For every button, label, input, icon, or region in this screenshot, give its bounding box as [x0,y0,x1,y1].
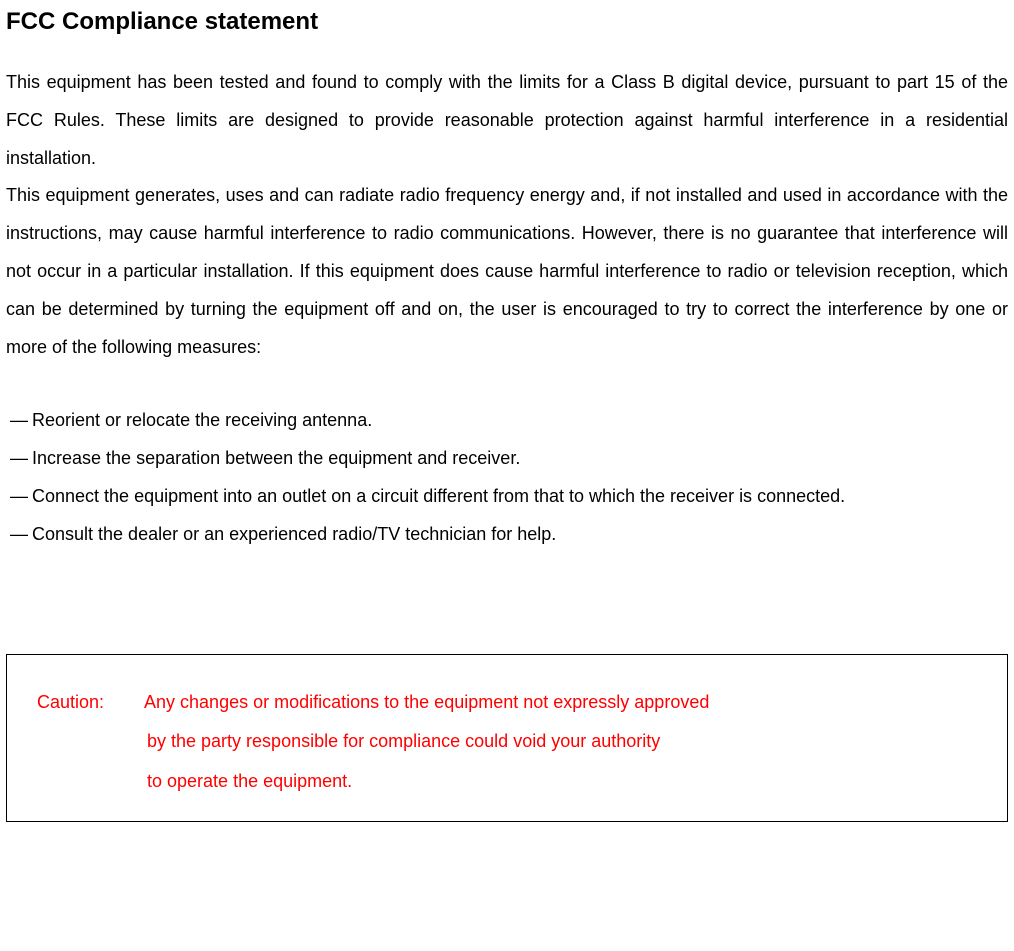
bullet-text: Connect the equipment into an outlet on … [32,486,845,506]
blank-spacer [6,366,1008,402]
bullet-marker-icon: — [6,478,32,516]
intro-paragraph-2: This equipment generates, uses and can r… [6,177,1008,366]
bullet-item-3: —Connect the equipment into an outlet on… [6,478,1008,516]
caution-box: Caution: Any changes or modifications to… [6,654,1008,823]
bullet-item-4: —Consult the dealer or an experienced ra… [6,516,1008,554]
caution-label: Caution: [37,683,129,723]
bullet-item-2: —Increase the separation between the equ… [6,440,1008,478]
bullet-item-1: —Reorient or relocate the receiving ante… [6,402,1008,440]
caution-line-1: Caution: Any changes or modifications to… [37,683,977,723]
caution-text-3: to operate the equipment. [147,771,352,791]
caution-line-3: to operate the equipment. [37,762,977,802]
bullet-marker-icon: — [6,440,32,478]
caution-line-2: by the party responsible for compliance … [37,722,977,762]
intro-paragraph-1: This equipment has been tested and found… [6,64,1008,177]
bullet-text: Consult the dealer or an experienced rad… [32,524,556,544]
bullet-text: Increase the separation between the equi… [32,448,520,468]
bullet-text: Reorient or relocate the receiving anten… [32,410,372,430]
page-title: FCC Compliance statement [6,8,1008,36]
caution-text-1: Any changes or modifications to the equi… [144,692,709,712]
bullet-marker-icon: — [6,402,32,440]
caution-text-2: by the party responsible for compliance … [147,731,660,751]
bullet-marker-icon: — [6,516,32,554]
